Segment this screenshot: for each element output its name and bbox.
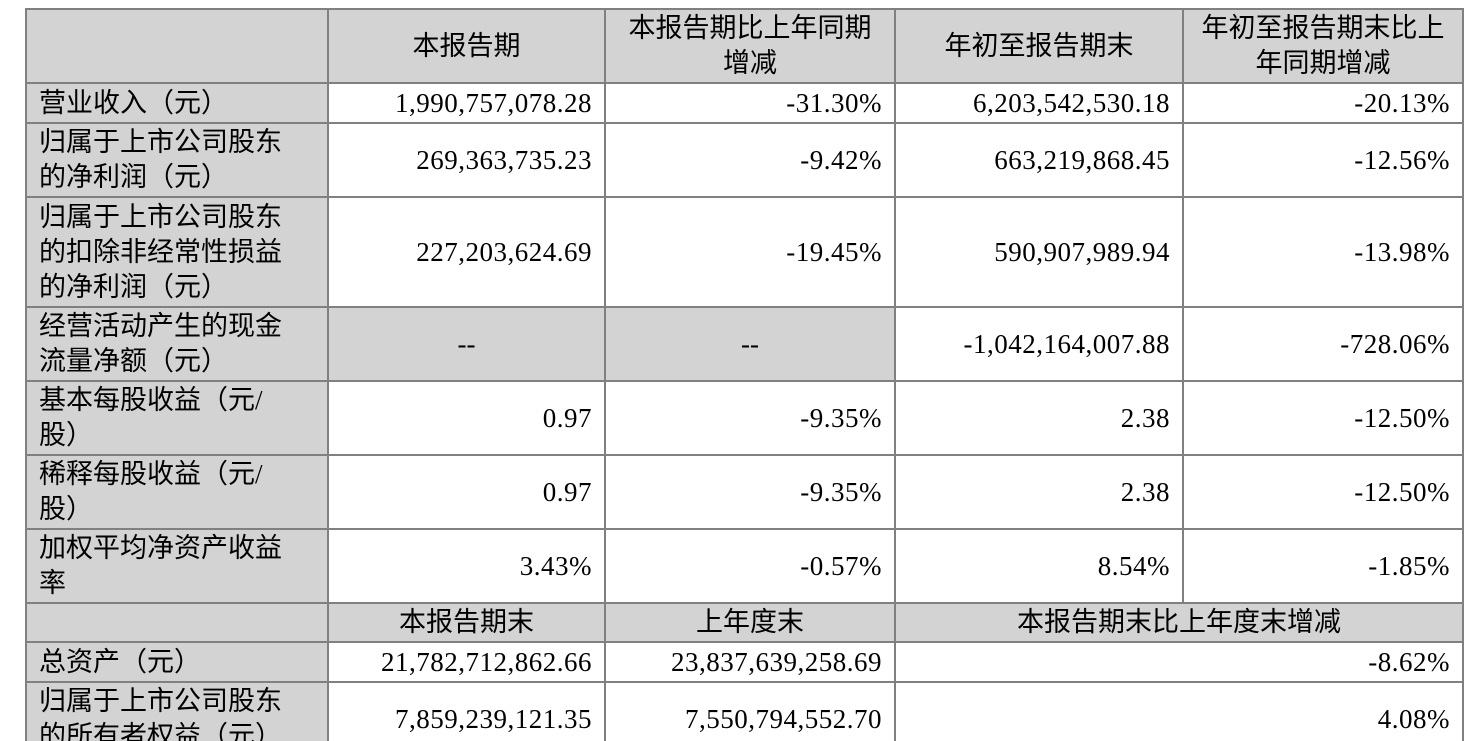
row-equity: 归属于上市公司股东 的所有者权益（元） 7,859,239,121.35 7,5… (25, 681, 1464, 741)
diluted-eps-ytd-yoy: -12.50% (1182, 454, 1464, 530)
row-operating-cash-flow: 经营活动产生的现金 流量净额（元） -- -- -1,042,164,007.8… (25, 306, 1464, 382)
bottom-header-row: 本报告期末 上年度末 本报告期末比上年度末增减 (25, 602, 1464, 643)
operating-cash-flow-current-yoy: -- (604, 306, 896, 382)
operating-cash-flow-ytd-yoy: -728.06% (1182, 306, 1464, 382)
net-profit-ytd: 663,219,868.45 (894, 122, 1184, 198)
diluted-eps-ytd: 2.38 (894, 454, 1184, 530)
total-assets-change: -8.62% (894, 641, 1464, 683)
net-profit-deducted-current: 227,203,624.69 (327, 196, 606, 308)
operating-cash-flow-current: -- (327, 306, 606, 382)
label-revenue: 营业收入（元） (25, 82, 329, 124)
top-header-ytd-yoy: 年初至报告期末比上 年同期增减 (1182, 8, 1464, 84)
revenue-ytd: 6,203,542,530.18 (894, 82, 1184, 124)
revenue-current-yoy: -31.30% (604, 82, 896, 124)
label-basic-eps: 基本每股收益（元/ 股） (25, 380, 329, 456)
revenue-current: 1,990,757,078.28 (327, 82, 606, 124)
weighted-avg-roe-ytd: 8.54% (894, 528, 1184, 604)
net-profit-deducted-ytd: 590,907,989.94 (894, 196, 1184, 308)
key-financials-table: 本报告期 本报告期比上年同期 增减 年初至报告期末 年初至报告期末比上 年同期增… (25, 8, 1464, 741)
label-total-assets: 总资产（元） (25, 641, 329, 683)
bottom-header-prior-year-end: 上年度末 (604, 602, 896, 643)
equity-prior-year-end: 7,550,794,552.70 (604, 681, 896, 741)
basic-eps-current: 0.97 (327, 380, 606, 456)
bottom-header-period-end: 本报告期末 (327, 602, 606, 643)
top-header-corner-cell (25, 8, 329, 84)
net-profit-ytd-yoy: -12.56% (1182, 122, 1464, 198)
basic-eps-current-yoy: -9.35% (604, 380, 896, 456)
row-basic-eps: 基本每股收益（元/ 股） 0.97 -9.35% 2.38 -12.50% (25, 380, 1464, 456)
bottom-header-change: 本报告期末比上年度末增减 (894, 602, 1464, 643)
revenue-ytd-yoy: -20.13% (1182, 82, 1464, 124)
diluted-eps-current-yoy: -9.35% (604, 454, 896, 530)
row-weighted-avg-roe: 加权平均净资产收益 率 3.43% -0.57% 8.54% -1.85% (25, 528, 1464, 604)
total-assets-prior-year-end: 23,837,639,258.69 (604, 641, 896, 683)
net-profit-current: 269,363,735.23 (327, 122, 606, 198)
net-profit-deducted-ytd-yoy: -13.98% (1182, 196, 1464, 308)
net-profit-current-yoy: -9.42% (604, 122, 896, 198)
row-diluted-eps: 稀释每股收益（元/ 股） 0.97 -9.35% 2.38 -12.50% (25, 454, 1464, 530)
row-revenue: 营业收入（元） 1,990,757,078.28 -31.30% 6,203,5… (25, 82, 1464, 124)
row-net-profit-deducted: 归属于上市公司股东 的扣除非经常性损益 的净利润（元） 227,203,624.… (25, 196, 1464, 308)
label-net-profit-deducted: 归属于上市公司股东 的扣除非经常性损益 的净利润（元） (25, 196, 329, 308)
label-net-profit: 归属于上市公司股东 的净利润（元） (25, 122, 329, 198)
top-header-current-period-yoy: 本报告期比上年同期 增减 (604, 8, 896, 84)
top-header-row: 本报告期 本报告期比上年同期 增减 年初至报告期末 年初至报告期末比上 年同期增… (25, 8, 1464, 84)
basic-eps-ytd-yoy: -12.50% (1182, 380, 1464, 456)
basic-eps-ytd: 2.38 (894, 380, 1184, 456)
weighted-avg-roe-ytd-yoy: -1.85% (1182, 528, 1464, 604)
net-profit-deducted-current-yoy: -19.45% (604, 196, 896, 308)
total-assets-period-end: 21,782,712,862.66 (327, 641, 606, 683)
equity-change: 4.08% (894, 681, 1464, 741)
equity-period-end: 7,859,239,121.35 (327, 681, 606, 741)
operating-cash-flow-ytd: -1,042,164,007.88 (894, 306, 1184, 382)
diluted-eps-current: 0.97 (327, 454, 606, 530)
top-header-ytd: 年初至报告期末 (894, 8, 1184, 84)
weighted-avg-roe-current: 3.43% (327, 528, 606, 604)
label-diluted-eps: 稀释每股收益（元/ 股） (25, 454, 329, 530)
label-operating-cash-flow: 经营活动产生的现金 流量净额（元） (25, 306, 329, 382)
label-equity: 归属于上市公司股东 的所有者权益（元） (25, 681, 329, 741)
label-weighted-avg-roe: 加权平均净资产收益 率 (25, 528, 329, 604)
weighted-avg-roe-current-yoy: -0.57% (604, 528, 896, 604)
top-header-current-period: 本报告期 (327, 8, 606, 84)
row-total-assets: 总资产（元） 21,782,712,862.66 23,837,639,258.… (25, 641, 1464, 683)
bottom-header-corner-cell (25, 602, 329, 643)
row-net-profit: 归属于上市公司股东 的净利润（元） 269,363,735.23 -9.42% … (25, 122, 1464, 198)
